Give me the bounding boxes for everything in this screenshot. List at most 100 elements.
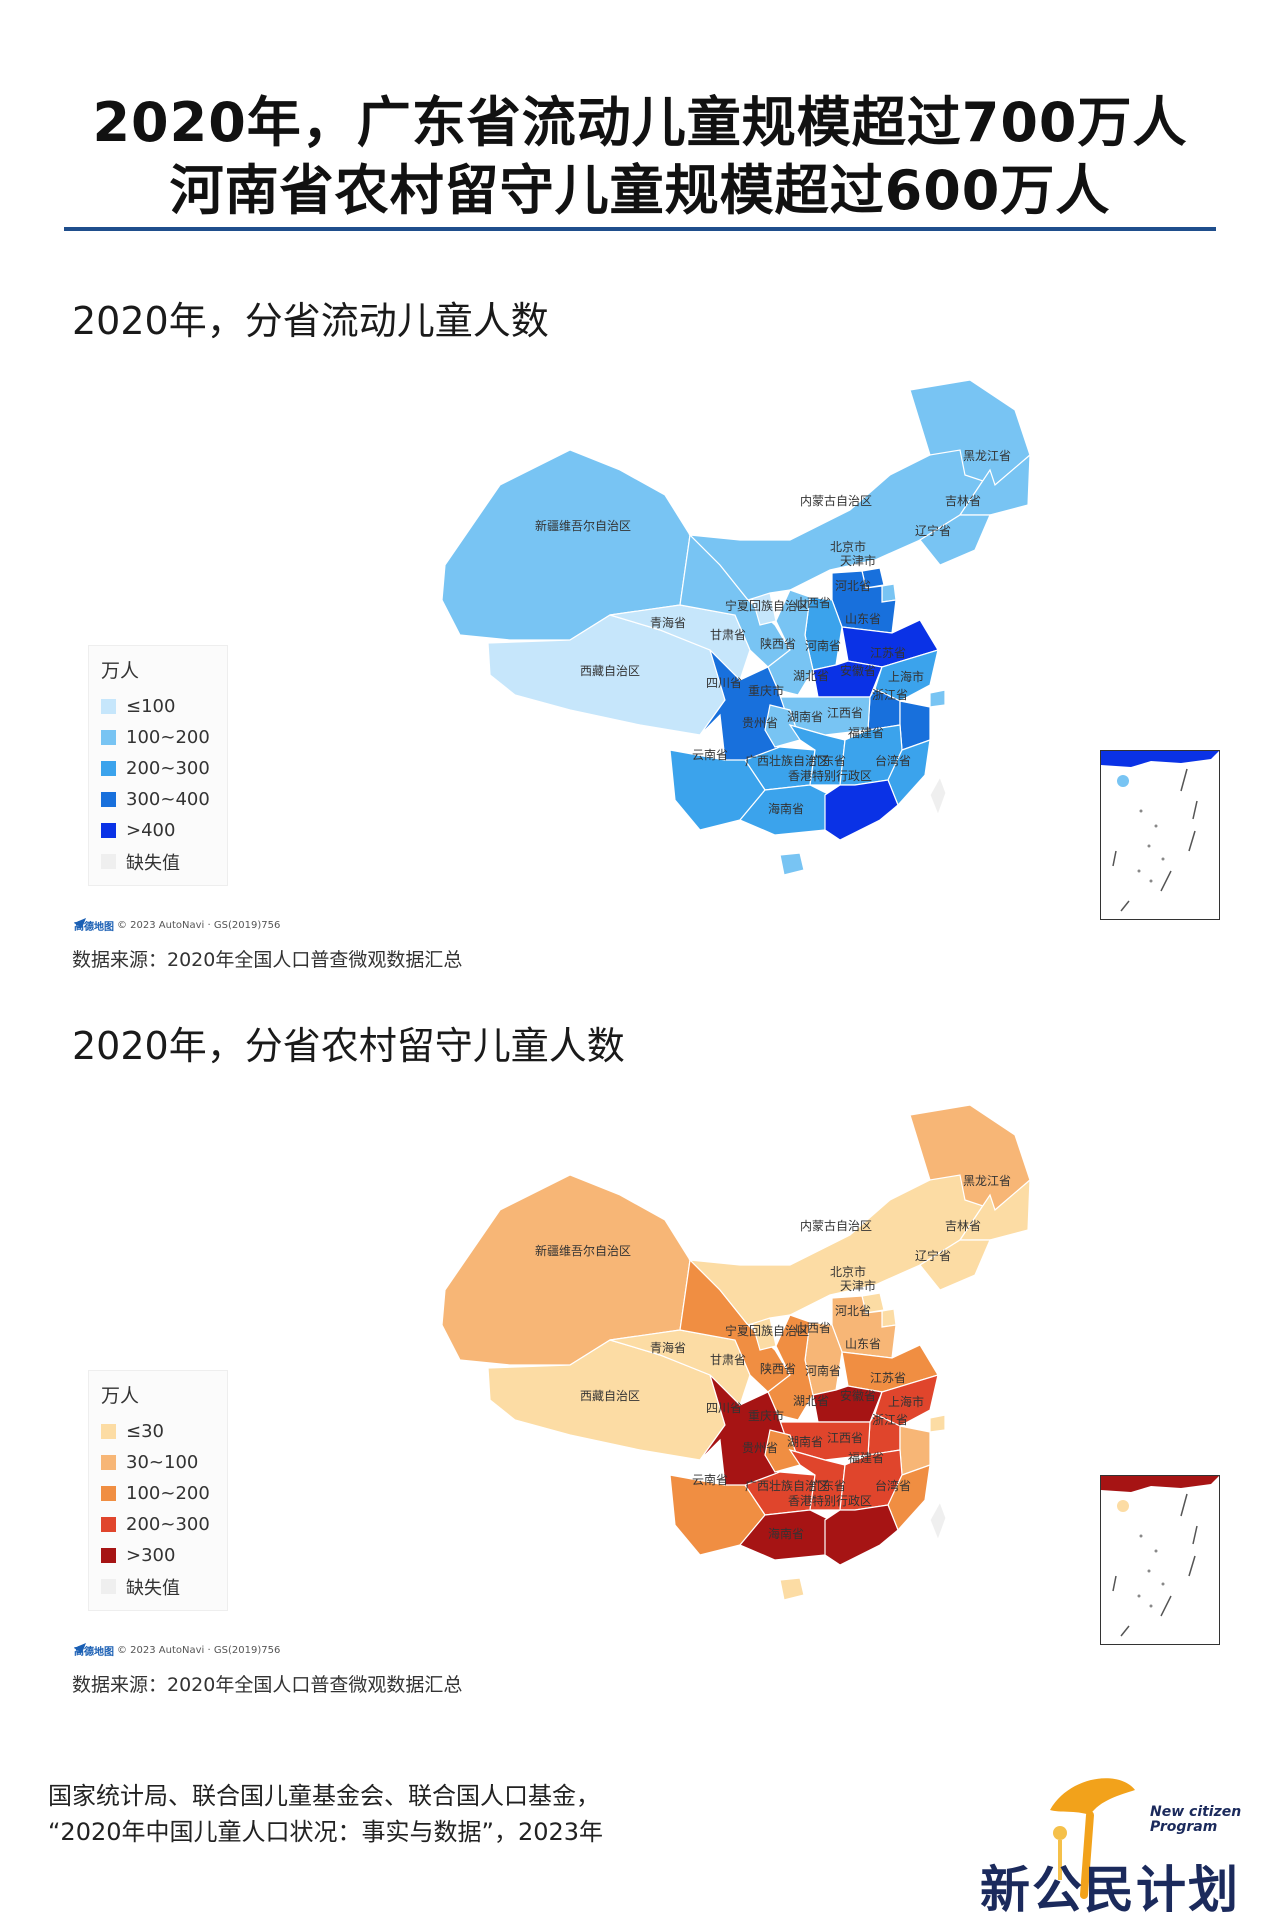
legend-swatch xyxy=(101,1517,116,1532)
nine-dash-line xyxy=(1160,1595,1172,1617)
label-ningxia: 宁夏回族自治区 xyxy=(725,598,809,613)
map1-credit: 高德地图 © 2023 AutoNavi · GS(2019)756 xyxy=(74,918,280,933)
label-jiangxi: 江西省 xyxy=(827,1431,863,1445)
credit-brand: 高德地图 xyxy=(74,1647,114,1658)
headline-line-1: 2020年，广东省流动儿童规模超过700万人 xyxy=(92,91,1188,154)
region-hainan xyxy=(779,1577,805,1601)
label-shanghai: 上海市 xyxy=(888,669,924,684)
legend-label: 200~300 xyxy=(126,1514,210,1535)
region-shanghai xyxy=(929,689,946,708)
label-taiwan: 台湾省 xyxy=(875,753,911,768)
island-dot xyxy=(1137,869,1141,873)
mushroom-icon xyxy=(1050,1778,1135,1899)
label-guangdong: 广东省 xyxy=(810,754,846,768)
label-qinghai: 青海省 xyxy=(650,1340,686,1355)
label-guangxi: 广西壮族自治区 xyxy=(745,754,829,768)
legend-swatch xyxy=(101,1579,116,1594)
label-zhejiang: 浙江省 xyxy=(872,688,908,702)
region-taiwan xyxy=(929,1500,947,1542)
map1-legend-item: 200~300 xyxy=(101,753,215,784)
region-jiangsu xyxy=(874,1374,939,1427)
label-shanxi: 山西省 xyxy=(795,596,831,610)
legend-label: ≤30 xyxy=(126,1421,164,1442)
label-hainan: 海南省 xyxy=(768,1526,804,1541)
label-xizang: 西藏自治区 xyxy=(580,664,640,678)
map2-container: 新疆维吾尔自治区 西藏自治区 青海省 甘肃省 宁夏回族自治区 内蒙古自治区 黑龙江省 吉林省辽… xyxy=(60,1100,1220,1660)
map2-legend-item: 30~100 xyxy=(101,1447,215,1478)
legend-swatch xyxy=(101,854,116,869)
map2-south-china-sea-inset xyxy=(1100,1475,1220,1645)
map1-legend-item: ≤100 xyxy=(101,691,215,722)
map1-legend: 万人 ≤100 100~200 200~300 300~400 >400 缺失值 xyxy=(88,645,228,886)
legend-label: 缺失值 xyxy=(126,852,180,874)
credit-brand: 高德地图 xyxy=(74,922,114,933)
nine-dash-line xyxy=(1120,1625,1130,1637)
headline-line-2: 河南省农村留守儿童规模超过600万人 xyxy=(169,159,1111,222)
label-neimenggu: 内蒙古自治区 xyxy=(800,493,872,508)
logo-en-line-2: Program xyxy=(1150,1819,1218,1835)
credit-text: © 2023 AutoNavi · GS(2019)756 xyxy=(117,920,281,931)
legend-swatch xyxy=(101,761,116,776)
legend-label: 100~200 xyxy=(126,727,210,748)
island-dot xyxy=(1147,844,1151,848)
label-shaanxi: 陕西省 xyxy=(760,636,796,651)
label-sichuan: 四川省 xyxy=(706,676,742,690)
label-hainan: 海南省 xyxy=(768,801,804,816)
label-tianjin: 天津市 xyxy=(840,553,876,568)
region-liaoning xyxy=(919,1239,991,1291)
credit-text: © 2023 AutoNavi · GS(2019)756 xyxy=(117,1645,281,1656)
legend-label: 100~200 xyxy=(126,1483,210,1504)
new-citizen-program-logo: New citizen Program 新公民计划 xyxy=(960,1755,1260,1919)
region-chongqing xyxy=(764,704,801,748)
label-henan: 河南省 xyxy=(805,1363,841,1378)
island-dot xyxy=(1161,1582,1165,1586)
label-jiangsu: 江苏省 xyxy=(870,1371,906,1385)
label-xianggang: 香港特别行政区 xyxy=(788,1493,872,1508)
label-ningxia: 宁夏回族自治区 xyxy=(725,1323,809,1338)
map1-legend-item: 100~200 xyxy=(101,722,215,753)
label-heilongjiang: 黑龙江省 xyxy=(963,1174,1011,1188)
nine-dash-line xyxy=(1192,1525,1198,1545)
map2-legend-item: 100~200 xyxy=(101,1478,215,1509)
map1-legend-item: >400 xyxy=(101,815,215,846)
map2-legend-item: 200~300 xyxy=(101,1509,215,1540)
title-divider xyxy=(64,227,1216,231)
label-neimenggu: 内蒙古自治区 xyxy=(800,1218,872,1233)
legend-label: 缺失值 xyxy=(126,1577,180,1599)
legend-label: ≤100 xyxy=(126,696,176,717)
region-hunan xyxy=(788,723,846,786)
label-shandong: 山东省 xyxy=(845,612,881,626)
label-guangxi: 广西壮族自治区 xyxy=(745,1479,829,1493)
label-jiangxi: 江西省 xyxy=(827,706,863,720)
label-fujian: 福建省 xyxy=(848,1450,884,1465)
label-liaoning: 辽宁省 xyxy=(915,523,951,538)
legend-swatch xyxy=(101,1424,116,1439)
label-hebei: 河北省 xyxy=(835,1304,871,1318)
island-dot xyxy=(1154,824,1158,828)
island-dot xyxy=(1149,879,1153,883)
label-beijing: 北京市 xyxy=(830,539,866,554)
map2-legend-title: 万人 xyxy=(101,1385,140,1407)
island-dot xyxy=(1137,1594,1141,1598)
label-hunan: 湖南省 xyxy=(787,709,823,724)
island-dot xyxy=(1154,1549,1158,1553)
legend-label: 30~100 xyxy=(126,1452,199,1473)
region-taiwan xyxy=(929,775,947,817)
region-jiangsu xyxy=(874,649,939,702)
nine-dash-line xyxy=(1112,850,1117,867)
legend-swatch xyxy=(101,1486,116,1501)
logo-chinese: 新公民计划 xyxy=(980,1860,1240,1919)
legend-swatch xyxy=(101,699,116,714)
map1-title: 2020年，分省流动儿童人数 xyxy=(72,299,549,343)
label-guizhou: 贵州省 xyxy=(742,716,778,730)
label-xianggang: 香港特别行政区 xyxy=(788,768,872,783)
label-gansu: 甘肃省 xyxy=(710,628,746,642)
region-hunan xyxy=(788,1448,846,1511)
region-guangdong xyxy=(824,779,899,841)
map2-legend-item: >300 xyxy=(101,1540,215,1571)
label-sichuan: 四川省 xyxy=(706,1401,742,1415)
island-dot xyxy=(1139,1534,1143,1538)
legend-swatch xyxy=(101,730,116,745)
map2-credit: 高德地图 © 2023 AutoNavi · GS(2019)756 xyxy=(74,1643,280,1658)
label-zhejiang: 浙江省 xyxy=(872,1413,908,1427)
